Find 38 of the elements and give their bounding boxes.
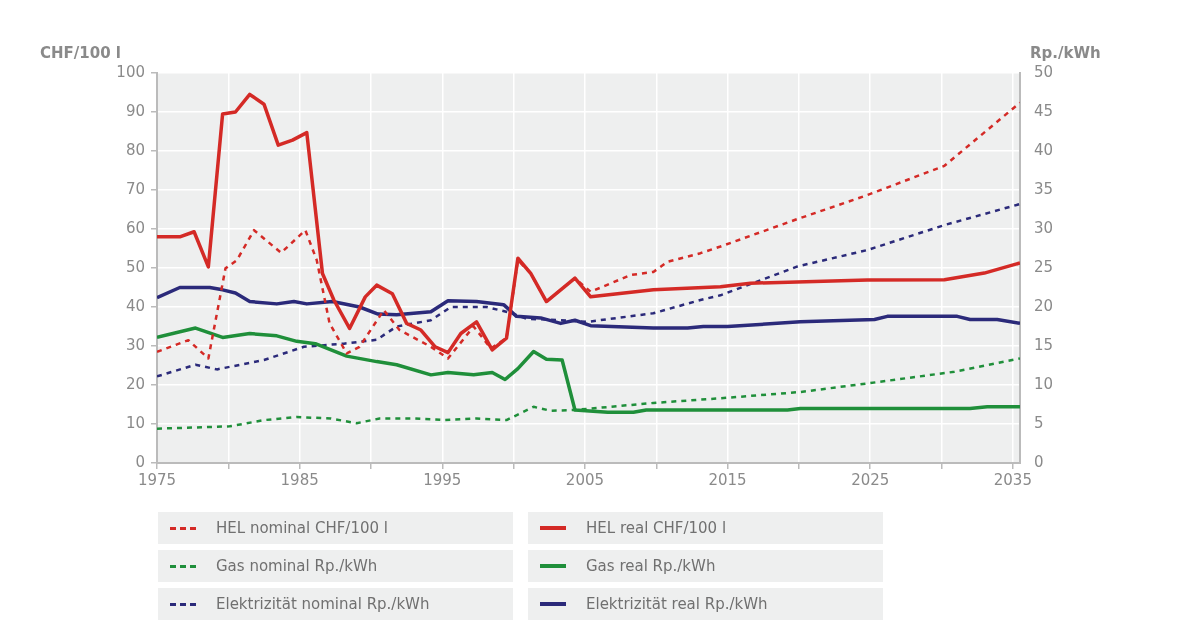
x-tick-label: 2025 <box>851 470 890 489</box>
x-tick-label: 1975 <box>137 470 177 489</box>
y-tick-label: 40 <box>125 296 145 315</box>
legend-label: Elektrizität real Rp./kWh <box>586 595 768 613</box>
y2-tick-label: 45 <box>1034 101 1054 120</box>
y2-tick-label: 0 <box>1034 452 1044 471</box>
y2-tick-label: 5 <box>1034 413 1044 432</box>
y-axis-title: CHF/100 l <box>40 44 121 62</box>
x-tick-label: 1985 <box>280 470 319 489</box>
y2-tick-label: 25 <box>1034 257 1054 276</box>
y2-tick-label: 50 <box>1034 62 1054 81</box>
legend-label: HEL real CHF/100 l <box>586 519 727 537</box>
y2-tick-label: 20 <box>1034 296 1054 315</box>
legend-label: HEL nominal CHF/100 l <box>216 519 388 537</box>
y-tick-label: 70 <box>125 179 145 198</box>
y-tick-label: 0 <box>135 452 145 471</box>
x-tick-label: 2035 <box>993 470 1032 489</box>
y-tick-label: 80 <box>125 140 145 159</box>
y-tick-label: 30 <box>125 335 145 354</box>
legend-label: Gas real Rp./kWh <box>586 557 716 575</box>
y2-tick-label: 10 <box>1034 374 1054 393</box>
y-tick-label: 60 <box>125 218 145 237</box>
y2-tick-label: 15 <box>1034 335 1054 354</box>
y-tick-label: 100 <box>116 62 145 81</box>
y-tick-label: 50 <box>125 257 145 276</box>
line-series <box>157 202 1020 378</box>
legend-label: Elektrizität nominal Rp./kWh <box>216 595 430 613</box>
y2-axis-title: Rp./kWh <box>1030 44 1101 62</box>
y2-tick-label: 30 <box>1034 218 1054 237</box>
x-tick-label: 1995 <box>423 470 462 489</box>
y2-tick-label: 35 <box>1034 179 1054 198</box>
y2-tick-label: 40 <box>1034 140 1054 159</box>
x-tick-label: 2005 <box>565 470 605 489</box>
y-tick-label: 90 <box>125 101 145 120</box>
y-tick-label: 20 <box>125 374 145 393</box>
x-tick-label: 2015 <box>708 470 747 489</box>
legend-label: Gas nominal Rp./kWh <box>216 557 378 575</box>
y-tick-label: 10 <box>125 413 145 432</box>
